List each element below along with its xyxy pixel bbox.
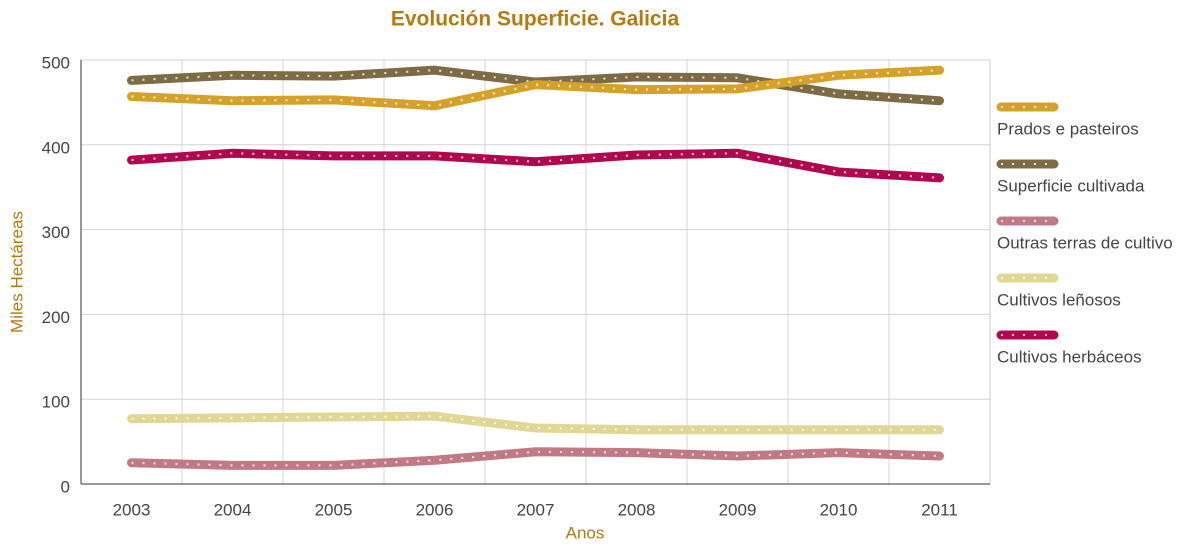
x-tick-label: 2009 xyxy=(719,500,757,519)
x-tick-label: 2006 xyxy=(416,500,454,519)
series-line xyxy=(127,148,944,183)
legend-label: Cultivos herbáceos xyxy=(997,347,1142,366)
x-tick-label: 2011 xyxy=(921,500,958,519)
series-line xyxy=(127,65,944,111)
y-tick-label: 300 xyxy=(42,223,70,242)
y-axis-label: Miles Hectáreas xyxy=(7,211,26,333)
x-axis-label: Anos xyxy=(566,523,605,542)
x-tick-label: 2008 xyxy=(618,500,656,519)
x-tick-label: 2010 xyxy=(820,500,858,519)
y-tick-label: 0 xyxy=(61,477,70,496)
legend-label: Outras terras de cultivo xyxy=(997,233,1173,252)
legend-label: Superficie cultivada xyxy=(997,176,1145,195)
y-tick-label: 200 xyxy=(42,308,70,327)
x-tick-label: 2007 xyxy=(517,500,555,519)
x-tick-label: 2003 xyxy=(113,500,151,519)
y-tick-label: 500 xyxy=(42,53,70,72)
x-tick-label: 2004 xyxy=(214,500,252,519)
legend-label: Cultivos leñosos xyxy=(997,290,1121,309)
series-line xyxy=(127,411,944,435)
series-line xyxy=(127,447,944,470)
y-tick-label: 400 xyxy=(42,138,70,157)
y-tick-label: 100 xyxy=(42,393,70,412)
chart-title: Evolución Superficie. Galicia xyxy=(391,8,680,31)
legend-label: Prados e pasteiros xyxy=(997,119,1139,138)
x-tick-label: 2005 xyxy=(315,500,353,519)
